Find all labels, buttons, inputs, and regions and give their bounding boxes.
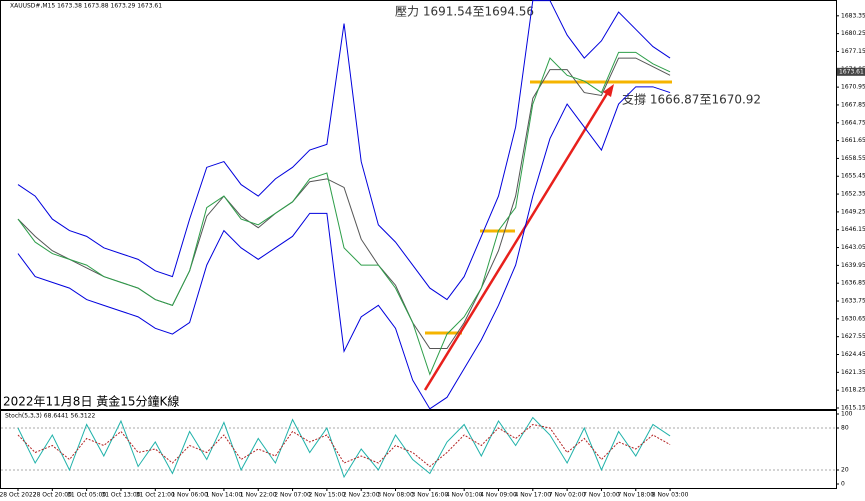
y-tick-label: 1646.15 (841, 226, 865, 233)
y-tick-label: 1633.75 (841, 298, 865, 305)
x-tick-label: 2 Nov 15:00 (309, 492, 346, 499)
x-tick-label: 7 Nov 18:00 (617, 492, 654, 499)
stoch-frame (0, 410, 837, 489)
y-tick-label: 1670.95 (841, 84, 865, 91)
x-tick-label: 8 Nov 03:00 (652, 492, 689, 499)
y-tick-label: 1630.65 (841, 315, 865, 322)
y-tick-label: 1661.65 (841, 137, 865, 144)
stoch-title: Stoch(5,3,3) 68.6441 56.3122 (5, 413, 96, 420)
series-line (17, 51, 671, 376)
y-tick-label: 1618.25 (841, 387, 865, 394)
y-tick-label: 1615.15 (841, 404, 865, 411)
trend-arrow (423, 91, 610, 391)
price-tag (837, 67, 865, 76)
x-tick-label: 1 Nov 22:00 (240, 492, 277, 499)
y-tick-label: 1683.35 (841, 12, 865, 19)
series-line (17, 0, 671, 301)
x-tick-label: 7 Nov 02:00 (549, 492, 586, 499)
x-tick-label: 4 Nov 09:00 (480, 492, 517, 499)
y-tick-label: 1621.35 (841, 369, 865, 376)
y-tick-label: 1627.55 (841, 333, 865, 340)
x-tick-label: 7 Nov 10:00 (583, 492, 620, 499)
x-tick-label: 3 Nov 08:00 (377, 492, 414, 499)
x-tick-label: 3 Nov 16:00 (412, 492, 449, 499)
y-tick-label: 1636.85 (841, 280, 865, 287)
y-tick-label: 1652.35 (841, 191, 865, 198)
x-tick-label: 2 Nov 07:00 (274, 492, 311, 499)
y-tick-label: 1677.15 (841, 48, 865, 55)
y-tick-label: 1643.05 (841, 244, 865, 251)
x-tick-label: 1 Nov 06:00 (171, 492, 208, 499)
support-note: 支撐 1666.87至1670.92 (622, 93, 761, 107)
y-tick-label: 1649.25 (841, 208, 865, 215)
x-tick-label: 28 Oct 20:00 (33, 492, 72, 499)
x-tick-label: 31 Oct 21:00 (136, 492, 175, 499)
y-tick-label: 1664.75 (841, 119, 865, 126)
x-tick-label: 28 Oct 2022 (0, 492, 37, 499)
x-tick-label: 31 Oct 13:00 (101, 492, 140, 499)
x-tick-label: 31 Oct 05:00 (67, 492, 106, 499)
y-tick-label: 1624.45 (841, 351, 865, 358)
series-line (17, 57, 671, 349)
series-line (17, 86, 671, 410)
x-tick-label: 4 Nov 01:00 (446, 492, 483, 499)
x-tick-label: 4 Nov 17:00 (514, 492, 551, 499)
y-tick-label: 1658.55 (841, 155, 865, 162)
header: XAUUSD#,M15 1673.38 1673.88 1673.29 1673… (10, 3, 162, 10)
y-tick-label: 0 (841, 481, 845, 488)
y-tick-label: 1639.95 (841, 262, 865, 269)
x-tick-label: 2 Nov 23:00 (343, 492, 380, 499)
main-frame (0, 0, 837, 410)
resistance-note: 壓力 1691.54至1694.56 (395, 5, 534, 19)
x-tick-label: 1 Nov 14:00 (206, 492, 243, 499)
caption: 2022年11月8日 黃金15分鐘K線 (3, 394, 179, 409)
series-line (17, 416, 671, 479)
price-tag-label: 1673.61 (839, 68, 864, 75)
y-tick-label: 1655.45 (841, 173, 865, 180)
y-tick-label: 100 (841, 411, 853, 418)
y-tick-label: 80 (841, 425, 849, 432)
arrow-head (603, 84, 614, 97)
series-line (17, 423, 671, 468)
y-tick-label: 1667.85 (841, 101, 865, 108)
y-tick-label: 20 (841, 467, 849, 474)
y-tick-label: 1680.25 (841, 30, 865, 37)
